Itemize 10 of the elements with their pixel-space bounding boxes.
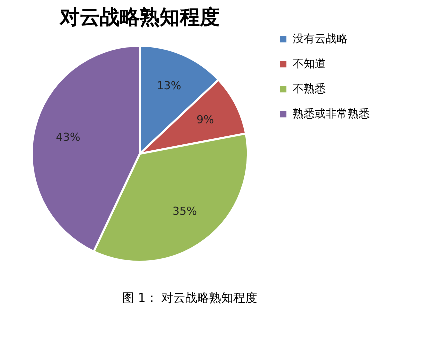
data-label: 9% xyxy=(196,114,214,127)
chart-title: 对云战略熟知程度 xyxy=(59,5,220,29)
data-label: 35% xyxy=(172,205,198,218)
caption: 图 1： 对云战略熟知程度 xyxy=(122,291,258,305)
legend-label: 不熟悉 xyxy=(293,82,326,96)
data-label: 13% xyxy=(156,80,182,93)
legend-label: 不知道 xyxy=(293,58,326,70)
legend-label: 熟悉或非常熟悉 xyxy=(293,108,370,120)
data-label: 43% xyxy=(56,130,81,144)
legend-label: 没有云战略 xyxy=(293,32,348,46)
